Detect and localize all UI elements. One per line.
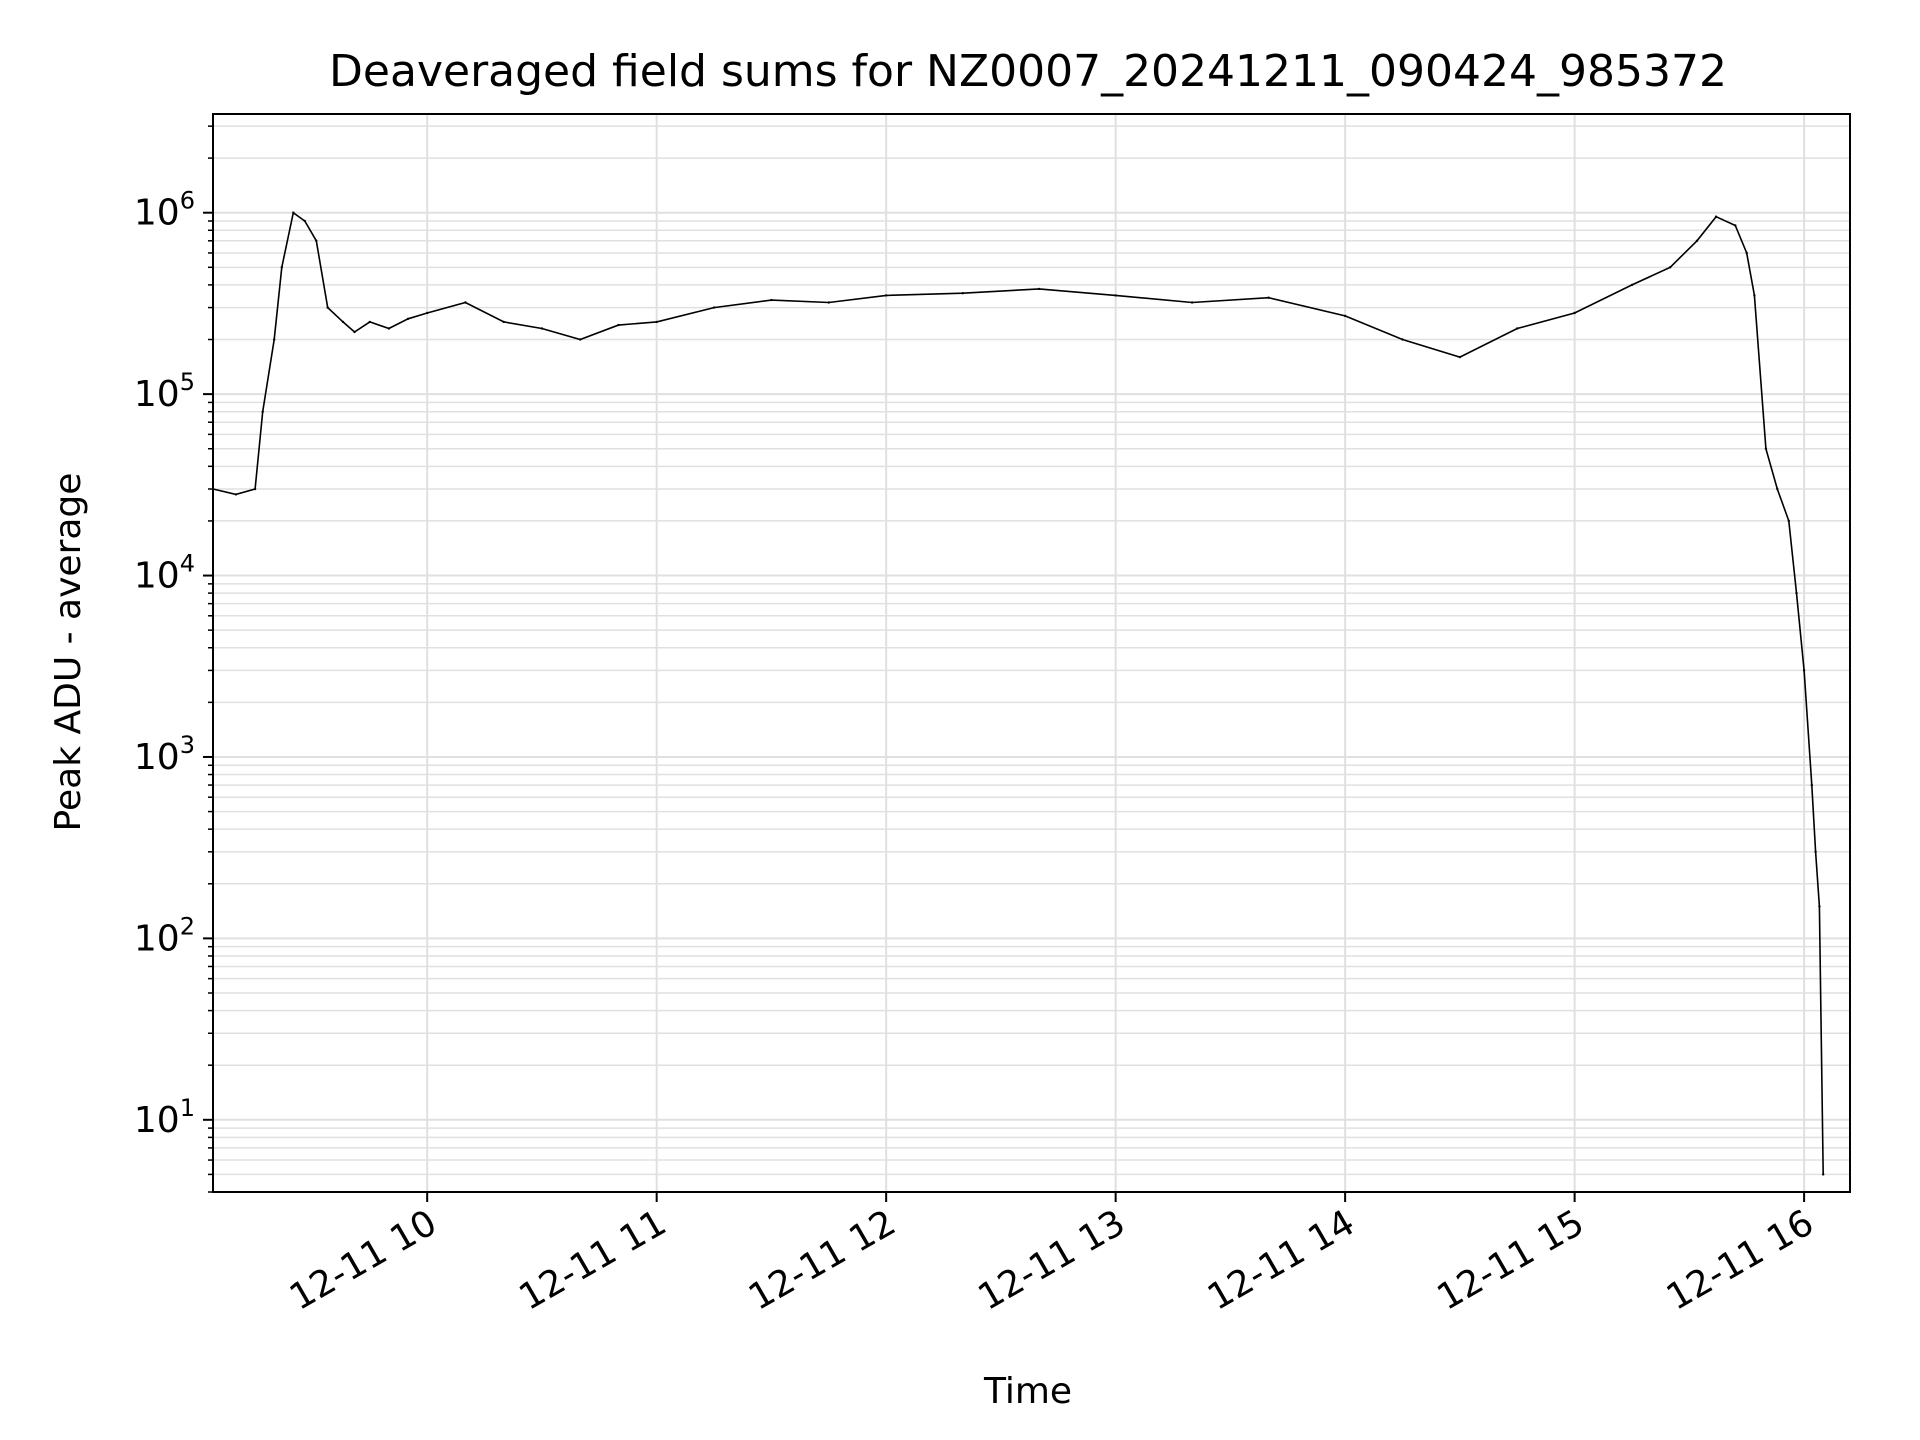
data-point <box>1795 591 1798 595</box>
data-point <box>1695 239 1699 242</box>
data-point <box>1776 487 1779 491</box>
data-point <box>1458 355 1462 359</box>
series-line <box>212 211 1824 1175</box>
data-point <box>885 294 888 297</box>
data-point <box>426 311 429 315</box>
data-point <box>1401 338 1404 341</box>
data-point <box>1714 215 1718 218</box>
data-point <box>655 320 658 324</box>
data-point <box>1753 294 1756 297</box>
data-point <box>1787 519 1791 523</box>
chart-title: Deaveraged field sums for NZ0007_2024121… <box>329 46 1727 97</box>
data-point <box>273 338 276 341</box>
data-point <box>712 306 716 309</box>
y-axis-label: Peak ADU - average <box>48 473 89 832</box>
data-point <box>1818 905 1821 908</box>
plot-frame <box>212 113 1851 1193</box>
data-point <box>353 330 356 334</box>
y-tick-label: 103 <box>134 731 195 778</box>
data-point <box>1267 296 1270 299</box>
data-point <box>1630 283 1634 287</box>
data-point <box>280 266 283 269</box>
data-point <box>1822 1173 1825 1176</box>
data-point <box>368 320 371 324</box>
data-point <box>261 410 264 413</box>
data-point <box>770 298 773 302</box>
data-point <box>303 219 306 223</box>
data-point <box>1810 783 1814 787</box>
data-point <box>579 338 582 341</box>
data-point <box>253 487 257 491</box>
data-point <box>234 493 238 496</box>
y-tick-label: 106 <box>134 187 195 234</box>
y-tick-label: 102 <box>134 912 195 959</box>
data-point <box>341 320 345 324</box>
data-point <box>1814 850 1817 853</box>
data-point <box>1745 251 1748 255</box>
grid <box>213 114 1850 1193</box>
data-point <box>502 320 505 324</box>
y-tick-label: 105 <box>134 368 195 415</box>
data-point <box>1190 301 1194 304</box>
data-point <box>961 292 964 295</box>
data-point <box>1669 266 1672 269</box>
x-axis-label: Time <box>983 1371 1072 1412</box>
data-point <box>827 301 830 304</box>
data-point <box>540 327 544 330</box>
data-point <box>326 306 329 309</box>
data-point <box>1734 224 1737 227</box>
data-point <box>387 327 391 330</box>
plot-area <box>211 211 1825 1176</box>
data-point <box>292 211 295 214</box>
data-point <box>1343 314 1347 318</box>
data-point <box>1037 287 1041 291</box>
data-point <box>1573 311 1576 315</box>
data-point <box>464 301 467 304</box>
y-tick-label: 104 <box>134 550 195 597</box>
data-point <box>1802 669 1806 672</box>
data-point <box>1516 327 1519 330</box>
data-point <box>1764 447 1768 450</box>
y-tick-label: 101 <box>134 1094 195 1141</box>
data-point <box>617 323 620 327</box>
data-point <box>406 317 410 320</box>
data-point <box>1114 294 1117 297</box>
data-point <box>315 239 318 242</box>
